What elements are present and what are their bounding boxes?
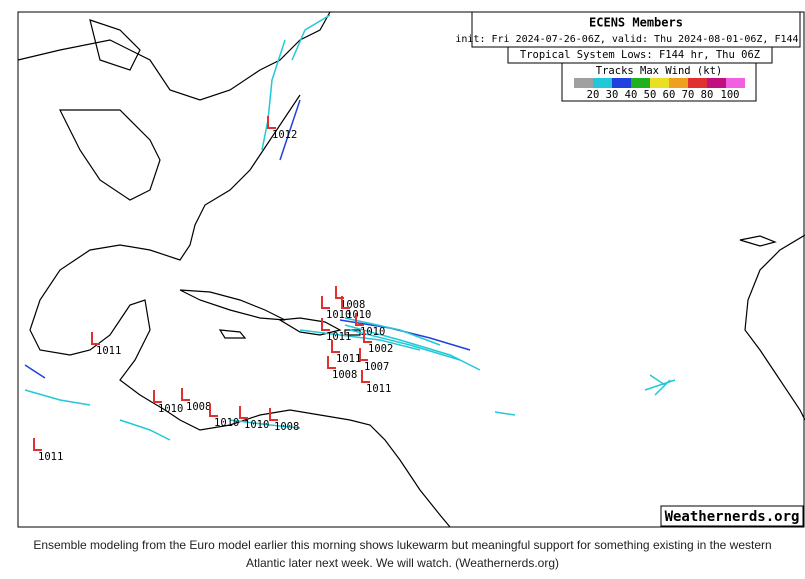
low-marker	[153, 390, 162, 403]
low-marker	[321, 318, 330, 331]
low-label: 1010	[360, 326, 385, 338]
legend-swatch	[669, 78, 688, 88]
legend-swatch	[726, 78, 745, 88]
low-label: 1010	[244, 419, 269, 431]
subtitle: Tropical System Lows: F144 hr, Thu 06Z	[520, 49, 760, 61]
legend-swatch	[707, 78, 726, 88]
watermark-box	[660, 505, 804, 527]
low-marker	[239, 406, 248, 419]
low-label: 1007	[364, 361, 389, 373]
coastlines	[17, 11, 805, 528]
low-label: 1010	[158, 403, 183, 415]
low-marker	[363, 330, 372, 343]
title-box	[471, 11, 801, 48]
legend-label: 50	[644, 89, 657, 101]
title: ECENS Members	[589, 16, 683, 30]
low-marker	[321, 296, 330, 309]
legend-label: 80	[701, 89, 714, 101]
init-line: init: Fri 2024-07-26-06Z, valid: Thu 202…	[455, 34, 805, 45]
legend-swatch	[650, 78, 669, 88]
low-label: 1011	[326, 331, 351, 343]
caption: Ensemble modeling from the Euro model ea…	[33, 538, 772, 570]
low-label: 1008	[332, 369, 357, 381]
low-label: 1008	[186, 401, 211, 413]
legend-swatch	[574, 78, 593, 88]
legend-label: 20	[587, 89, 600, 101]
low-label: 1012	[272, 129, 297, 141]
low-marker	[341, 296, 350, 309]
low-marker	[269, 408, 278, 421]
tracks	[24, 14, 676, 441]
legend: 20 30 40 50 60 70 80 100	[574, 78, 745, 101]
legend-swatch	[688, 78, 707, 88]
low-marker	[33, 438, 42, 451]
low-marker	[327, 356, 336, 369]
low-label: 1011	[96, 345, 121, 357]
header-box: ECENS Members init: Fri 2024-07-26-06Z, …	[455, 11, 805, 102]
low-label: 1011	[366, 383, 391, 395]
low-label: 1008	[274, 421, 299, 433]
legend-swatch	[593, 78, 612, 88]
legend-label: 100	[721, 89, 740, 101]
low-marker	[181, 388, 190, 401]
low-label: 1010	[326, 309, 351, 321]
legend-swatch	[631, 78, 650, 88]
low-label: 1011	[336, 353, 361, 365]
low-label: 1002	[368, 343, 393, 355]
low-label: 1010	[214, 417, 239, 429]
low-marker	[359, 348, 368, 361]
legend-label: 60	[663, 89, 676, 101]
low-label: 1011	[38, 451, 63, 463]
legend-label: 40	[625, 89, 638, 101]
low-marker	[361, 370, 370, 383]
low-marker	[331, 340, 340, 353]
watermark: Weathernerds.org	[665, 509, 800, 525]
low-marker	[91, 332, 100, 345]
low-marker	[355, 313, 364, 326]
legend-swatch	[612, 78, 631, 88]
legend-label: 30	[606, 89, 619, 101]
legend-title: Tracks Max Wind (kt)	[596, 65, 722, 77]
low-marker	[209, 404, 218, 417]
low-label: 1010	[346, 309, 371, 321]
low-marker	[267, 116, 276, 129]
legend-label: 70	[682, 89, 695, 101]
